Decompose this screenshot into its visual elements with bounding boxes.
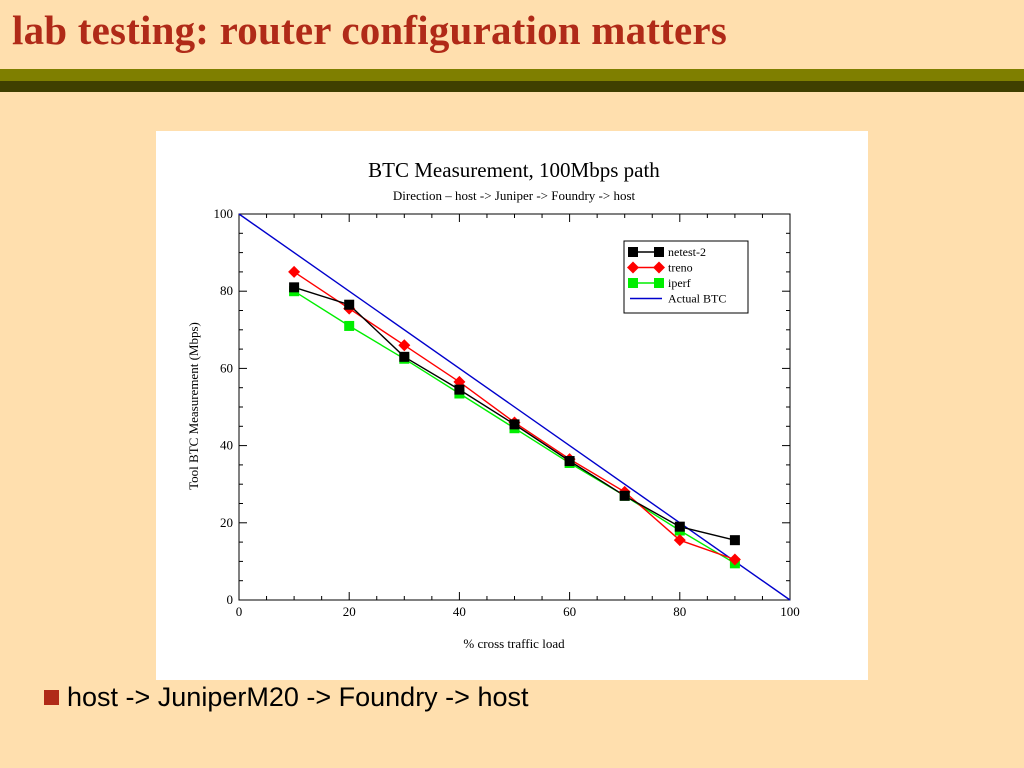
legend-label-iperf: iperf bbox=[668, 276, 691, 290]
data-point-netest-2 bbox=[399, 351, 410, 362]
x-axis-label: % cross traffic load bbox=[463, 636, 565, 651]
slide-title: lab testing: router configuration matter… bbox=[12, 7, 727, 53]
axis-ticks: 0 20 40 60 80 100 0 20 40 60 80 100 bbox=[214, 206, 800, 619]
data-point-netest-2 bbox=[674, 521, 685, 532]
bullet-item: host -> JuniperM20 -> Foundry -> host bbox=[44, 682, 528, 712]
y-tick-label: 80 bbox=[220, 283, 233, 298]
series-line-actual-btc bbox=[238, 213, 791, 601]
y-tick-label: 100 bbox=[214, 206, 234, 221]
x-tick-label: 60 bbox=[563, 604, 576, 619]
bullet-text: host -> JuniperM20 -> Foundry -> host bbox=[67, 681, 529, 712]
series-line-netest-2 bbox=[293, 286, 736, 541]
title-rule-top bbox=[0, 69, 1024, 81]
legend-marker-netest-2 bbox=[654, 247, 664, 257]
series-markers bbox=[288, 265, 741, 569]
x-tick-label: 0 bbox=[236, 604, 243, 619]
legend-marker-treno bbox=[653, 261, 665, 274]
chart-title: BTC Measurement, 100Mbps path bbox=[368, 158, 660, 182]
legend-marker-treno bbox=[627, 261, 639, 274]
y-tick-label: 60 bbox=[220, 360, 233, 375]
data-point-treno bbox=[398, 339, 411, 352]
data-point-netest-2 bbox=[564, 456, 575, 467]
x-tick-label: 100 bbox=[780, 604, 800, 619]
data-point-treno bbox=[288, 265, 301, 278]
legend-label-actual-btc: Actual BTC bbox=[668, 292, 726, 306]
data-point-netest-2 bbox=[454, 384, 465, 395]
y-axis-label: Tool BTC Measurement (Mbps) bbox=[186, 322, 201, 490]
x-tick-label: 80 bbox=[673, 604, 686, 619]
chart-panel: BTC Measurement, 100Mbps path Direction … bbox=[156, 131, 868, 680]
data-point-netest-2 bbox=[619, 490, 630, 501]
data-point-treno bbox=[673, 534, 686, 547]
bullet-square-icon bbox=[44, 689, 59, 705]
data-point-iperf bbox=[344, 320, 355, 331]
x-tick-label: 20 bbox=[343, 604, 356, 619]
legend-marker-netest-2 bbox=[628, 247, 638, 257]
y-tick-label: 40 bbox=[220, 438, 233, 453]
legend-label-netest-2: netest-2 bbox=[668, 245, 706, 259]
legend-marker-iperf bbox=[628, 278, 638, 288]
legend-box bbox=[623, 240, 749, 314]
title-rule-bottom bbox=[0, 81, 1024, 92]
legend-marker-iperf bbox=[654, 278, 664, 288]
y-tick-label: 20 bbox=[220, 515, 233, 530]
legend-label-treno: treno bbox=[668, 261, 693, 275]
data-point-netest-2 bbox=[289, 282, 300, 293]
y-tick-label: 0 bbox=[227, 592, 234, 607]
data-point-treno bbox=[728, 553, 741, 566]
data-point-netest-2 bbox=[729, 535, 740, 546]
x-tick-label: 40 bbox=[453, 604, 466, 619]
chart-subtitle: Direction – host -> Juniper -> Foundry -… bbox=[393, 188, 636, 203]
btc-line-chart: BTC Measurement, 100Mbps path Direction … bbox=[186, 158, 800, 651]
data-point-netest-2 bbox=[509, 419, 520, 430]
data-point-netest-2 bbox=[344, 299, 355, 310]
